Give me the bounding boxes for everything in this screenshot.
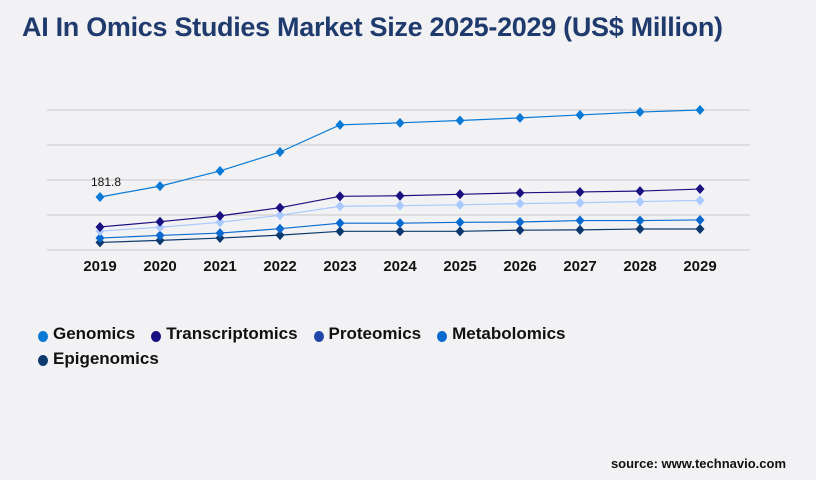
data-point-genomics [95, 191, 105, 202]
data-point-transcriptomics [455, 189, 465, 200]
data-point-transcriptomics [275, 202, 285, 213]
legend-item-metabolomics: Metabolomics [437, 322, 565, 346]
data-point-metabolomics [215, 228, 225, 239]
legend-label: Transcriptomics [166, 324, 298, 343]
data-point-transcriptomics [215, 210, 225, 221]
data-point-transcriptomics [515, 187, 525, 198]
legend-marker-icon [437, 330, 448, 342]
data-point-epigenomics [515, 225, 525, 236]
legend-label: Epigenomics [53, 348, 159, 368]
legend-marker-icon [151, 330, 162, 342]
x-tick-label: 2027 [563, 258, 596, 275]
data-point-proteomics [635, 196, 645, 207]
source-text: source: www.technavio.com [610, 456, 786, 471]
data-point-metabolomics [275, 223, 285, 234]
data-point-epigenomics [395, 226, 405, 237]
data-point-proteomics [155, 222, 165, 233]
data-point-metabolomics [635, 215, 645, 226]
x-tick-label: 2019 [83, 258, 116, 275]
data-point-epigenomics [635, 224, 645, 234]
data-point-transcriptomics [635, 186, 645, 197]
legend-marker-icon [313, 330, 324, 342]
data-point-proteomics [215, 217, 225, 228]
data-point-metabolomics [395, 218, 405, 229]
legend-label: Proteomics [328, 324, 422, 343]
data-point-proteomics [275, 210, 285, 221]
x-tick-label: 2020 [143, 258, 176, 275]
data-point-proteomics [335, 201, 345, 212]
data-point-genomics [275, 147, 285, 157]
data-point-genomics [155, 181, 165, 192]
data-point-proteomics [695, 195, 705, 206]
data-point-metabolomics [515, 217, 525, 227]
data-point-metabolomics [335, 218, 345, 229]
data-point-transcriptomics [695, 184, 705, 195]
data-point-transcriptomics [575, 186, 585, 197]
data-point-epigenomics [335, 226, 345, 237]
legend-marker-icon [38, 330, 48, 342]
x-tick-label: 2024 [383, 258, 417, 275]
x-tick-label: 2026 [503, 258, 536, 275]
data-point-genomics [455, 115, 465, 126]
legend-item-epigenomics: Epigenomics [38, 347, 159, 371]
data-point-metabolomics [95, 233, 105, 244]
legend-item-genomics: Genomics [38, 322, 135, 346]
data-point-proteomics [575, 197, 585, 208]
x-tick-label: 2022 [263, 258, 296, 275]
data-point-metabolomics [455, 217, 465, 228]
data-point-genomics [335, 119, 345, 130]
data-point-epigenomics [455, 226, 465, 237]
data-point-genomics [635, 107, 645, 118]
data-point-transcriptomics [155, 216, 165, 227]
data-point-genomics [215, 165, 225, 176]
data-point-proteomics [455, 199, 465, 210]
data-point-genomics [515, 112, 525, 123]
data-point-genomics [695, 105, 705, 115]
legend-marker-icon [38, 355, 48, 366]
data-point-transcriptomics [395, 190, 405, 201]
data-point-metabolomics [155, 230, 165, 241]
data-point-proteomics [515, 198, 525, 209]
x-tick-label: 2021 [203, 258, 236, 275]
data-point-genomics [575, 109, 585, 120]
data-point-proteomics [395, 200, 405, 211]
x-tick-label: 2025 [443, 258, 476, 275]
data-point-metabolomics [695, 214, 705, 225]
data-label: 181.8 [91, 175, 121, 189]
data-point-transcriptomics [95, 221, 105, 232]
legend-label: Metabolomics [452, 324, 566, 343]
x-tick-label: 2023 [323, 258, 356, 275]
chart-title: AI In Omics Studies Market Size 2025-202… [22, 12, 723, 42]
data-point-genomics [395, 117, 405, 128]
data-point-epigenomics [275, 230, 285, 241]
data-point-metabolomics [575, 215, 585, 226]
legend: Genomics Transcriptomics Proteomics Metabol… [38, 322, 658, 371]
data-point-epigenomics [695, 224, 705, 234]
data-point-epigenomics [575, 224, 585, 235]
data-point-transcriptomics [335, 191, 345, 202]
x-tick-label: 2028 [623, 258, 656, 275]
legend-item-transcriptomics: Transcriptomics [151, 322, 298, 346]
legend-label: Genomics [53, 324, 136, 343]
x-tick-label: 2029 [683, 258, 716, 275]
legend-item-proteomics: Proteomics [313, 322, 422, 346]
